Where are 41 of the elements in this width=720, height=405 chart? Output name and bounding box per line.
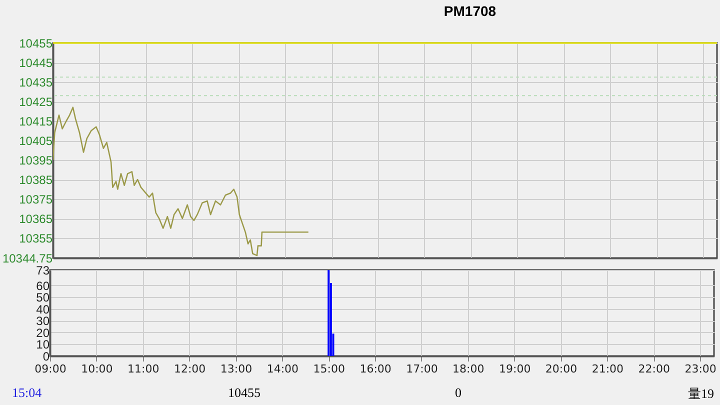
x-tick-label: 16:00: [360, 362, 392, 376]
x-tick-label: 11:00: [128, 362, 160, 376]
x-tick-label: 19:00: [498, 362, 531, 376]
y-tick-label: 40: [36, 302, 50, 316]
y-tick-label: 10344.75: [2, 252, 53, 266]
y-tick-label: 10375: [19, 192, 53, 207]
text: 10455: [228, 385, 260, 401]
x-tick-label: 15:00: [313, 362, 345, 376]
x-tick-label: 20:00: [545, 362, 578, 376]
x-tick-label: 17:00: [406, 362, 438, 376]
x-tick-label: 22:00: [638, 362, 670, 376]
y-tick-label: 10355: [19, 232, 53, 246]
x-tick-label: 14:00: [266, 362, 299, 376]
text: 15:04: [12, 385, 42, 401]
x-tick-label: 09:00: [34, 362, 66, 376]
y-tick-label: 10445: [19, 56, 53, 70]
y-tick-label: 73: [36, 264, 50, 278]
y-tick-label: 10: [36, 338, 50, 352]
line-series: [53, 106, 310, 256]
chart-title: PM1708: [442, 3, 498, 19]
y-tick-label: 10415: [19, 114, 53, 129]
x-tick-label: 10:00: [81, 362, 113, 376]
y-tick-label: 20: [36, 326, 50, 340]
x-tick-label: 18:00: [452, 362, 484, 376]
x-tick-label: 23:00: [684, 362, 716, 376]
x-tick-label: 13:00: [220, 362, 252, 376]
y-tick-label: 10405: [19, 134, 53, 148]
y-tick-label: 10395: [19, 154, 53, 168]
x-tick-label: 21:00: [592, 362, 624, 376]
y-tick-label: 10455: [19, 36, 53, 50]
y-tick-label: 30: [36, 314, 50, 328]
y-tick-label: 10435: [19, 76, 53, 90]
y-tick-label: 10425: [19, 95, 53, 110]
text: 量19: [688, 385, 714, 403]
text: 0: [455, 385, 462, 401]
y-tick-label: 0: [42, 350, 50, 364]
x-tick-label: 12:00: [174, 362, 206, 376]
y-tick-label: 60: [36, 278, 50, 293]
y-tick-label: 10385: [19, 173, 53, 188]
y-tick-label: 10365: [19, 212, 53, 226]
y-tick-label: 50: [36, 290, 50, 305]
